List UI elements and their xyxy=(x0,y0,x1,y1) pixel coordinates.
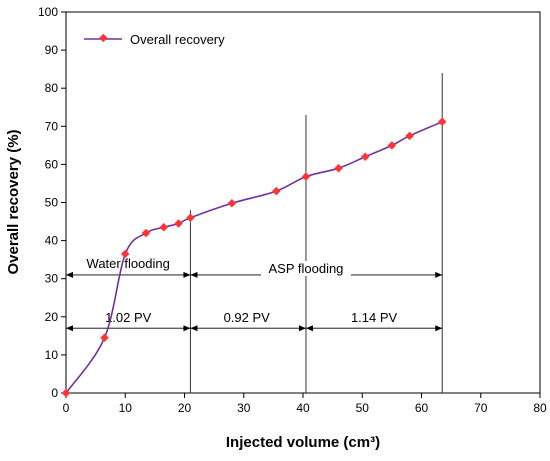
series-layer xyxy=(61,117,447,398)
legend: Overall recovery xyxy=(84,32,225,47)
annotation-label-bg xyxy=(260,260,351,276)
y-tick-label: 40 xyxy=(45,234,59,248)
annotation-arrowhead-right xyxy=(435,271,443,278)
annotation-label-bg xyxy=(346,309,402,325)
data-point xyxy=(334,163,343,173)
plot-frame xyxy=(65,11,541,394)
data-point xyxy=(387,141,397,150)
x-tick-label: 10 xyxy=(119,401,133,415)
annotation-arrowhead-right xyxy=(435,325,443,332)
annotation-arrowhead-right xyxy=(298,325,306,332)
annotation-label-bg xyxy=(76,256,181,272)
data-point xyxy=(272,186,281,196)
x-tick-label: 20 xyxy=(178,401,192,415)
annotation-label: 0.92 PV xyxy=(224,310,271,325)
data-point xyxy=(360,152,370,162)
y-tick-label: 20 xyxy=(45,310,59,324)
data-point xyxy=(437,117,447,126)
guides-layer xyxy=(189,72,443,393)
data-point xyxy=(227,199,237,208)
x-tick-label: 70 xyxy=(474,401,488,415)
annotations-layer: Water flooding ASP flooding 1.02 PV 0.92 PV… xyxy=(66,256,443,332)
x-tick-label: 0 xyxy=(63,401,70,415)
x-tick-label: 40 xyxy=(296,401,310,415)
y-tick-label: 30 xyxy=(45,272,59,286)
x-axis-label: Injected volume (cm³) xyxy=(226,434,380,451)
ticks-layer: 0 10 20 30 40 50 60 70 80 0 10 20 30 40 50 60 70 80 90 100 xyxy=(38,5,547,415)
annotation-label: 1.14 PV xyxy=(351,310,398,325)
data-point xyxy=(100,333,109,342)
y-tick-label: 100 xyxy=(38,5,58,19)
x-tick-label: 60 xyxy=(415,401,429,415)
y-tick-label: 60 xyxy=(45,157,59,171)
data-point xyxy=(159,223,169,232)
y-tick-label: 80 xyxy=(45,81,59,95)
annotation-arrowhead-left xyxy=(190,271,198,278)
annotation-arrowhead-right xyxy=(183,271,191,278)
annotation-label-bg xyxy=(219,309,275,325)
data-point xyxy=(121,249,130,259)
data-point xyxy=(174,219,183,228)
data-point xyxy=(61,388,71,398)
data-point xyxy=(141,228,151,238)
y-tick-label: 70 xyxy=(45,119,59,133)
y-tick-label: 0 xyxy=(51,386,58,400)
annotation-arrowhead-left xyxy=(190,325,198,332)
y-tick-label: 10 xyxy=(45,348,59,362)
x-tick-label: 50 xyxy=(356,401,370,415)
annotation-label: 1.02 PV xyxy=(105,310,152,325)
legend-marker xyxy=(99,33,108,43)
y-tick-label: 50 xyxy=(45,196,59,210)
annotation-arrowhead-left xyxy=(305,325,313,332)
x-tick-label: 80 xyxy=(533,401,547,415)
annotation-label: Water flooding xyxy=(87,256,170,271)
data-point xyxy=(186,213,195,222)
annotation-arrowhead-left xyxy=(66,325,73,332)
annotation-arrowhead-right xyxy=(183,325,191,332)
y-axis-label: Overall recovery (%) xyxy=(5,129,22,274)
data-point xyxy=(301,172,311,181)
annotation-label: ASP flooding xyxy=(268,261,343,276)
x-tick-label: 30 xyxy=(237,401,251,415)
y-tick-label: 90 xyxy=(45,43,59,57)
data-point xyxy=(405,131,414,141)
annotation-label-bg xyxy=(100,309,156,325)
annotation-arrowhead-left xyxy=(66,271,73,278)
legend-label: Overall recovery xyxy=(130,32,225,47)
